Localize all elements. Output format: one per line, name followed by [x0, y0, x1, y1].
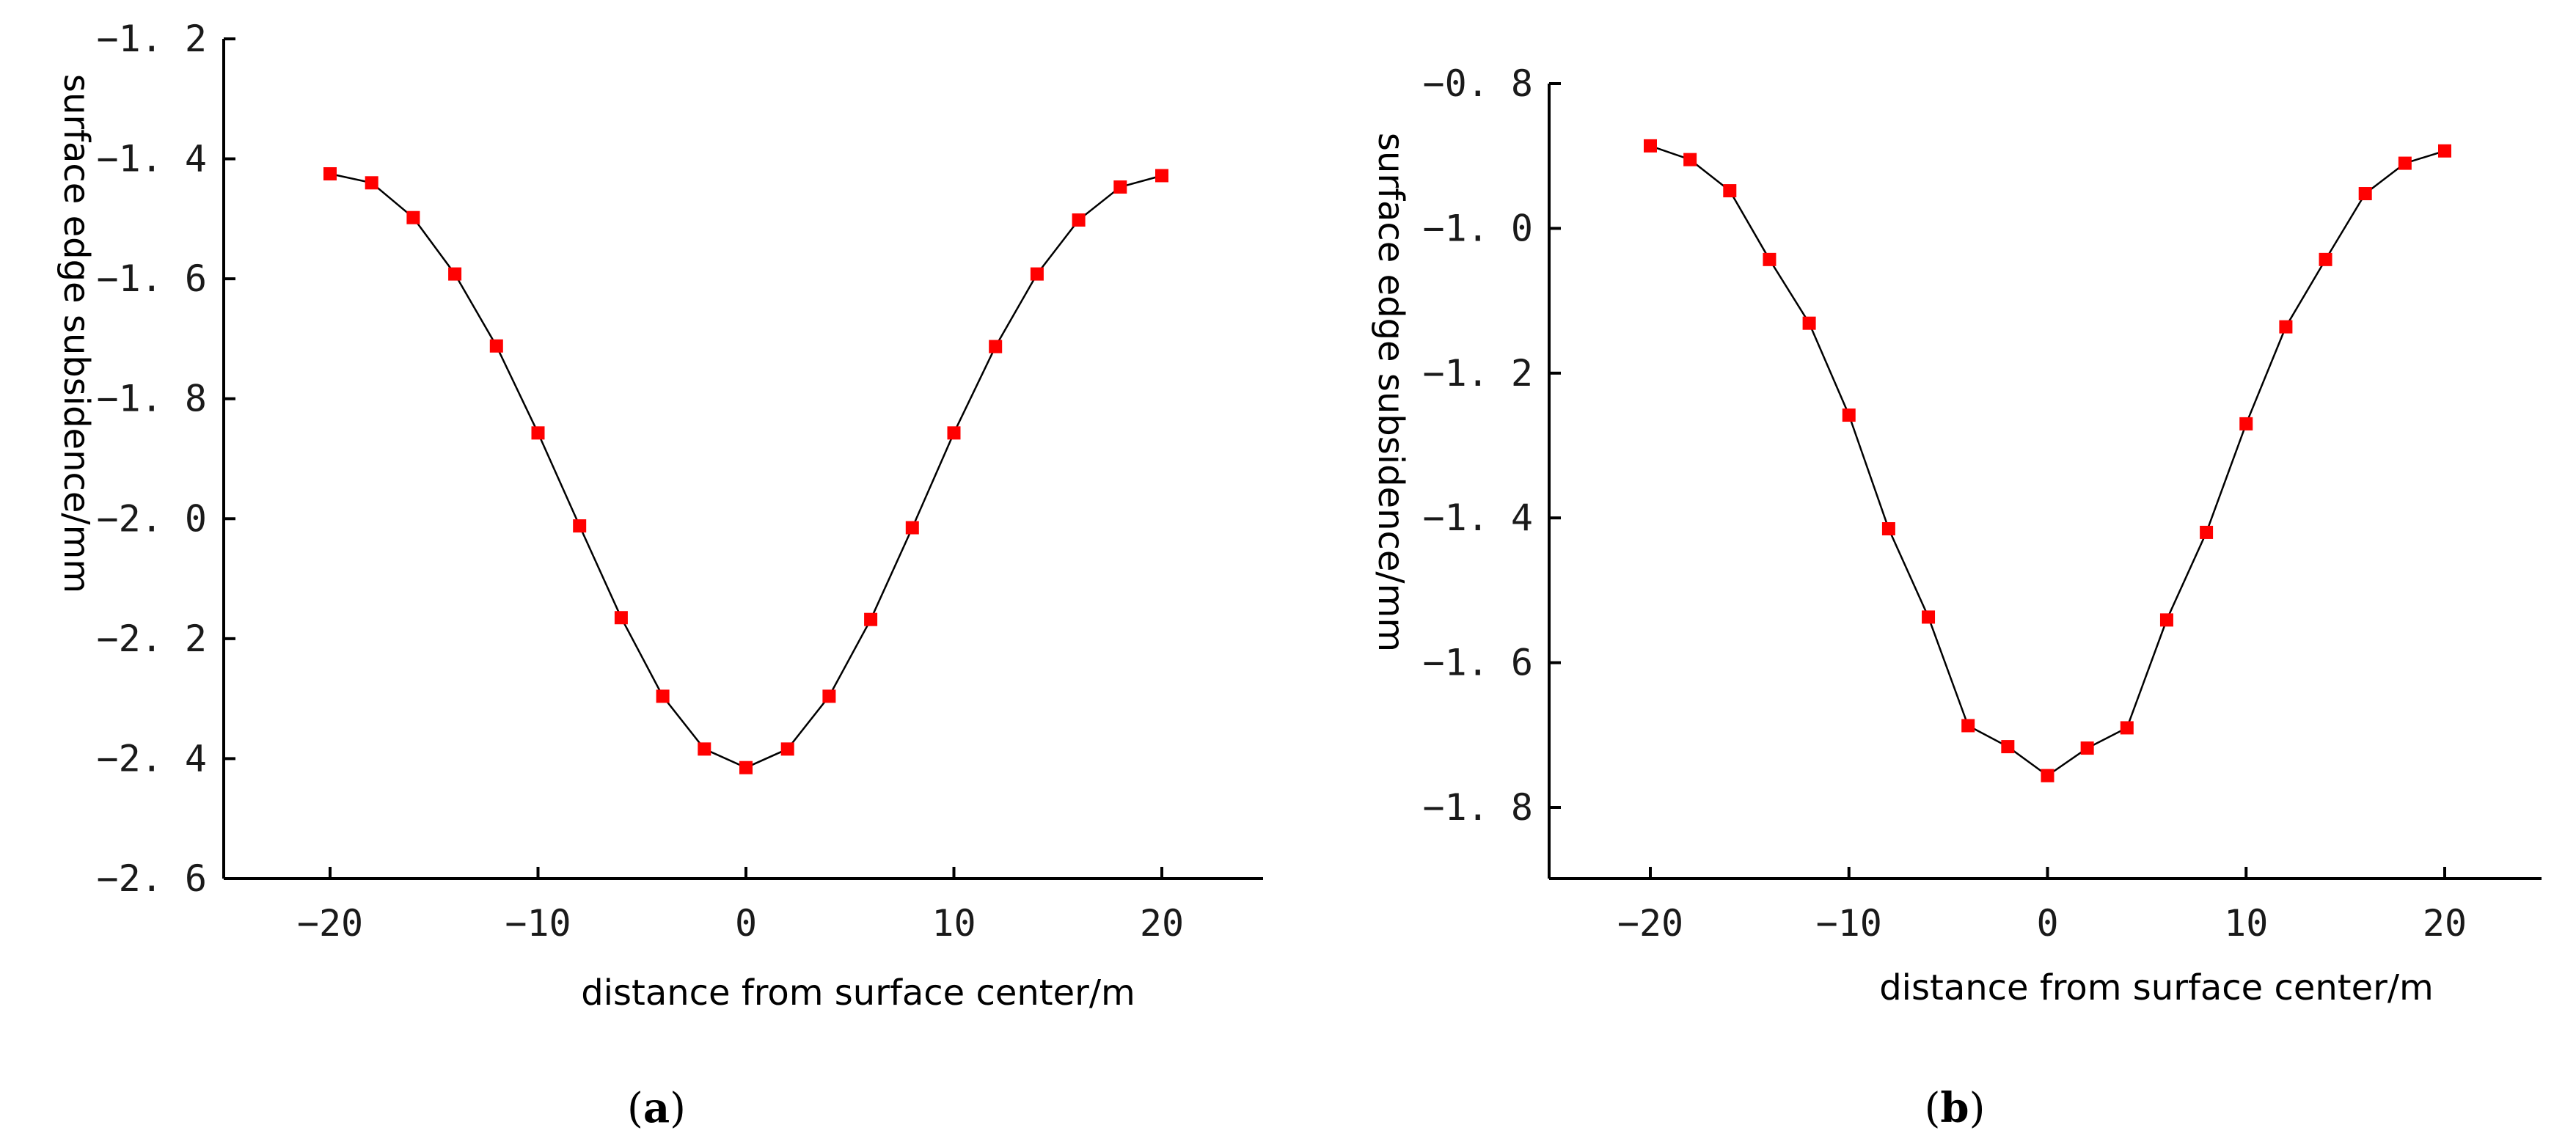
data-point-marker [947, 426, 961, 440]
data-point-marker [2041, 769, 2054, 783]
x-tick-label: −20 [297, 902, 363, 945]
y-axis-title-a: surface edge subsidence/mm [56, 74, 97, 593]
y-tick-label: −1. 6 [1422, 642, 1533, 684]
y-ticks-b: −0. 8 −1. 0 −1. 2 −1. 4 −1. 6 −1. 8 [1422, 62, 1561, 829]
y-ticks-a: −1. 2 −1. 4 −1. 6 −1. 8 −2. 0 −2. 2 −2. 4 −2. 6 [96, 18, 235, 900]
data-point-marker [1763, 252, 1777, 266]
y-tick-label: −1. 4 [1422, 496, 1533, 539]
y-tick-label: −1. 4 [96, 138, 207, 180]
data-point-marker [2279, 320, 2293, 334]
y-tick-label: −1. 8 [1422, 786, 1533, 829]
y-tick-label: −1. 6 [96, 257, 207, 300]
data-point-marker [2438, 144, 2451, 158]
chart-panel-b: −0. 8 −1. 0 −1. 2 −1. 4 −1. 6 −1. 8 −20 −10 0 10… [1370, 62, 2542, 1132]
data-point-marker [1155, 169, 1168, 183]
data-point-marker [1683, 153, 1697, 166]
data-point-marker [2120, 721, 2134, 735]
x-tick-label: 10 [932, 902, 976, 945]
y-tick-label: −2. 6 [96, 857, 207, 900]
chart-panel-a: −1. 2 −1. 4 −1. 6 −1. 8 −2. 0 −2. 2 −2. 4 −2. 6… [56, 18, 1263, 1132]
data-point-marker [573, 519, 587, 533]
data-point-marker [1961, 719, 1975, 733]
panel-label-a: (a) [627, 1084, 686, 1132]
data-point-marker [1644, 139, 1657, 153]
x-tick-label: 20 [1140, 902, 1184, 945]
data-point-marker [989, 340, 1003, 353]
data-point-marker [365, 176, 378, 190]
series-line [1650, 144, 2445, 777]
data-point-marker [323, 167, 337, 181]
data-point-marker [1030, 267, 1044, 281]
series-b [1644, 139, 2451, 783]
data-point-marker [614, 611, 628, 625]
data-point-marker [2001, 740, 2015, 754]
x-axis-title-b: distance from surface center/m [1879, 967, 2434, 1008]
series-line [329, 172, 1163, 769]
x-axis-title-a: distance from surface center/m [581, 972, 1135, 1014]
y-tick-label: −1. 2 [1422, 352, 1533, 395]
y-tick-label: −2. 4 [96, 737, 207, 780]
data-point-marker [406, 210, 420, 224]
x-tick-label: 0 [2036, 902, 2058, 945]
x-tick-label: 20 [2423, 902, 2467, 945]
y-tick-label: −0. 8 [1422, 62, 1533, 105]
data-point-marker [1842, 408, 1856, 422]
x-tick-label: −10 [1816, 902, 1882, 945]
data-point-marker [905, 521, 919, 535]
data-point-marker [822, 689, 836, 703]
x-ticks-b: −20 −10 0 10 20 [1617, 867, 2467, 945]
data-point-marker [1922, 610, 1936, 624]
data-point-marker [2200, 525, 2214, 539]
data-point-marker [1802, 316, 1816, 330]
y-tick-label: −2. 2 [96, 618, 207, 660]
data-point-marker [780, 742, 794, 756]
data-point-marker [2080, 741, 2094, 755]
data-point-marker [656, 689, 670, 703]
data-point-marker [698, 742, 711, 756]
x-tick-label: −10 [505, 902, 571, 945]
x-tick-label: 10 [2224, 902, 2268, 945]
data-point-marker [2159, 613, 2173, 627]
y-tick-label: −1. 0 [1422, 207, 1533, 249]
data-point-marker [2319, 252, 2332, 266]
data-point-marker [2358, 187, 2372, 201]
data-point-marker [1113, 180, 1127, 194]
y-tick-label: −2. 0 [96, 497, 207, 540]
data-point-marker [1072, 213, 1086, 227]
y-axis-title-b: surface edge subsidence/mm [1370, 133, 1411, 652]
data-point-marker [739, 761, 753, 774]
data-point-marker [489, 339, 503, 353]
data-point-marker [448, 267, 462, 281]
data-point-marker [1723, 184, 1737, 198]
data-point-marker [1881, 522, 1895, 536]
data-point-marker [2239, 417, 2253, 430]
x-tick-label: 0 [735, 902, 757, 945]
data-point-marker [2398, 156, 2412, 170]
series-a [323, 167, 1168, 774]
y-tick-label: −1. 2 [96, 18, 207, 60]
data-point-marker [864, 612, 878, 626]
data-point-marker [531, 426, 545, 440]
x-tick-label: −20 [1617, 902, 1683, 945]
panel-label-b: (b) [1925, 1084, 1986, 1132]
x-ticks-a: −20 −10 0 10 20 [297, 867, 1184, 945]
y-tick-label: −1. 8 [96, 378, 207, 420]
